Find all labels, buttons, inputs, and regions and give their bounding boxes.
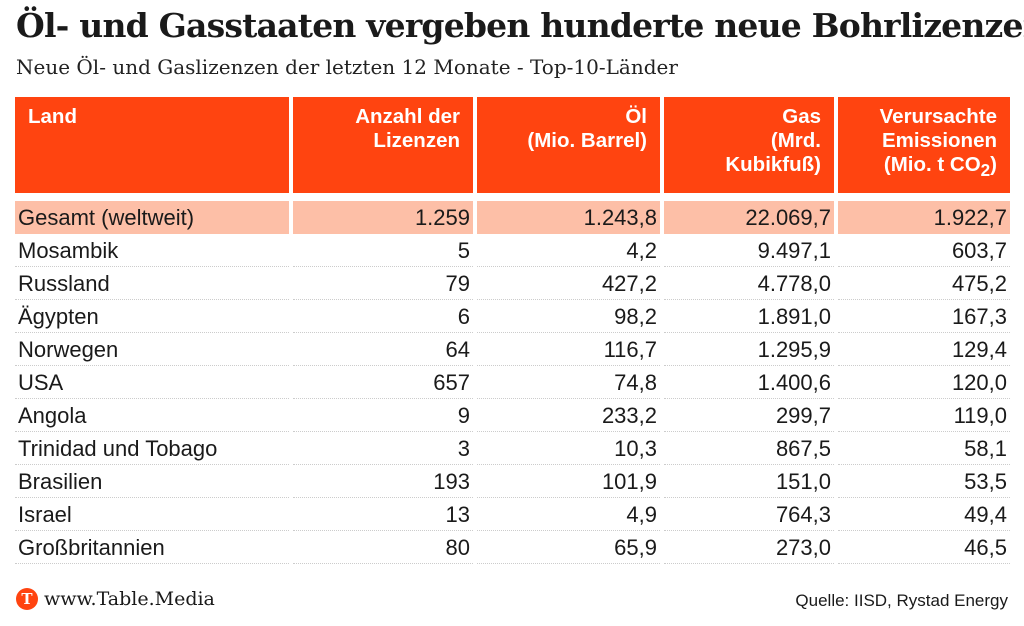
cell-lizenzen: 193: [293, 465, 473, 498]
cell-emissionen: 167,3: [838, 300, 1010, 333]
cell-land: Russland: [15, 267, 289, 300]
cell-lizenzen: 3: [293, 432, 473, 465]
cell-lizenzen: 657: [293, 366, 473, 399]
cell-land: Angola: [15, 399, 289, 432]
header-gas-line2: (Mrd.: [770, 129, 821, 152]
header-emissionen-close: ): [990, 153, 997, 176]
cell-lizenzen: 5: [293, 234, 473, 267]
cell-lizenzen: 79: [293, 267, 473, 300]
cell-emissionen: 46,5: [838, 531, 1010, 564]
cell-gas: 1.295,9: [664, 333, 834, 366]
table-row: Großbritannien 80 65,9 273,0 46,5: [15, 531, 1010, 564]
header-gas-line3: Kubikfuß): [725, 153, 821, 176]
cell-emissionen: 475,2: [838, 267, 1010, 300]
cell-land: Großbritannien: [15, 531, 289, 564]
chart-subtitle: Neue Öl- und Gaslizenzen der letzten 12 …: [16, 55, 678, 79]
cell-emissionen: 603,7: [838, 234, 1010, 267]
chart-title: Öl- und Gasstaaten vergeben hunderte neu…: [16, 6, 1024, 45]
header-land: Land: [15, 97, 289, 193]
cell-oel: 427,2: [477, 267, 660, 300]
header-land-label: Land: [28, 105, 77, 128]
header-gas-line1: Gas: [782, 105, 821, 128]
cell-oel: 65,9: [477, 531, 660, 564]
table-logo-icon: T: [16, 588, 38, 610]
table-header: Land Anzahl der Lizenzen Öl (Mio. Barrel…: [15, 97, 1010, 193]
header-lizenzen-line2: Lizenzen: [373, 129, 460, 152]
table-row: Mosambik 5 4,2 9.497,1 603,7: [15, 234, 1010, 267]
cell-emissionen: 129,4: [838, 333, 1010, 366]
cell-lizenzen: 6: [293, 300, 473, 333]
cell-oel: 10,3: [477, 432, 660, 465]
header-emissionen-subscript: 2: [980, 161, 991, 181]
table-row: Brasilien 193 101,9 151,0 53,5: [15, 465, 1010, 498]
brand-logo[interactable]: T www.Table.Media: [16, 588, 215, 610]
cell-emissionen: 120,0: [838, 366, 1010, 399]
cell-emissionen: 49,4: [838, 498, 1010, 531]
table-row: Trinidad und Tobago 3 10,3 867,5 58,1: [15, 432, 1010, 465]
cell-lizenzen: 64: [293, 333, 473, 366]
cell-gas: 151,0: [664, 465, 834, 498]
cell-land: USA: [15, 366, 289, 399]
header-oel-line2: (Mio. Barrel): [527, 129, 647, 152]
table-row: Russland 79 427,2 4.778,0 475,2: [15, 267, 1010, 300]
cell-gas: 1.891,0: [664, 300, 834, 333]
cell-emissionen: 1.922,7: [838, 201, 1010, 234]
table-row: Israel 13 4,9 764,3 49,4: [15, 498, 1010, 531]
total-row: Gesamt (weltweit) 1.259 1.243,8 22.069,7 1.9…: [15, 201, 1010, 234]
cell-emissionen: 58,1: [838, 432, 1010, 465]
header-gas: Gas (Mrd. Kubikfuß): [664, 97, 834, 193]
header-oel-line1: Öl: [625, 105, 647, 128]
cell-gas: 1.400,6: [664, 366, 834, 399]
cell-gas: 273,0: [664, 531, 834, 564]
cell-oel: 98,2: [477, 300, 660, 333]
cell-oel: 4,2: [477, 234, 660, 267]
header-lizenzen: Anzahl der Lizenzen: [293, 97, 473, 193]
header-emissionen: Verursachte Emissionen (Mio. t CO2): [838, 97, 1010, 193]
cell-emissionen: 119,0: [838, 399, 1010, 432]
cell-lizenzen: 13: [293, 498, 473, 531]
cell-land: Norwegen: [15, 333, 289, 366]
header-emissionen-line2: Emissionen: [881, 129, 997, 152]
data-table: Land Anzahl der Lizenzen Öl (Mio. Barrel…: [15, 97, 1010, 564]
cell-gas: 764,3: [664, 498, 834, 531]
brand-url[interactable]: www.Table.Media: [44, 588, 215, 610]
table-row: USA 657 74,8 1.400,6 120,0: [15, 366, 1010, 399]
cell-lizenzen: 1.259: [293, 201, 473, 234]
source-note: Quelle: IISD, Rystad Energy: [795, 591, 1008, 610]
table-row: Angola 9 233,2 299,7 119,0: [15, 399, 1010, 432]
cell-emissionen: 53,5: [838, 465, 1010, 498]
cell-gas: 4.778,0: [664, 267, 834, 300]
cell-land: Brasilien: [15, 465, 289, 498]
cell-land: Ägypten: [15, 300, 289, 333]
cell-land: Israel: [15, 498, 289, 531]
header-emissionen-line1: Verursachte: [879, 105, 997, 128]
header-lizenzen-line1: Anzahl der: [355, 105, 460, 128]
cell-oel: 1.243,8: [477, 201, 660, 234]
cell-gas: 867,5: [664, 432, 834, 465]
table-row: Ägypten 6 98,2 1.891,0 167,3: [15, 300, 1010, 333]
cell-oel: 116,7: [477, 333, 660, 366]
header-oel: Öl (Mio. Barrel): [477, 97, 660, 193]
cell-land: Trinidad und Tobago: [15, 432, 289, 465]
cell-oel: 233,2: [477, 399, 660, 432]
cell-gas: 9.497,1: [664, 234, 834, 267]
table-row: Norwegen 64 116,7 1.295,9 129,4: [15, 333, 1010, 366]
cell-land: Mosambik: [15, 234, 289, 267]
cell-oel: 74,8: [477, 366, 660, 399]
cell-gas: 299,7: [664, 399, 834, 432]
cell-gas: 22.069,7: [664, 201, 834, 234]
cell-oel: 4,9: [477, 498, 660, 531]
cell-oel: 101,9: [477, 465, 660, 498]
cell-lizenzen: 9: [293, 399, 473, 432]
table-body: Gesamt (weltweit) 1.259 1.243,8 22.069,7 1.9…: [15, 201, 1010, 564]
cell-land: Gesamt (weltweit): [15, 201, 289, 234]
header-emissionen-line3: (Mio. t CO: [883, 153, 981, 176]
cell-lizenzen: 80: [293, 531, 473, 564]
